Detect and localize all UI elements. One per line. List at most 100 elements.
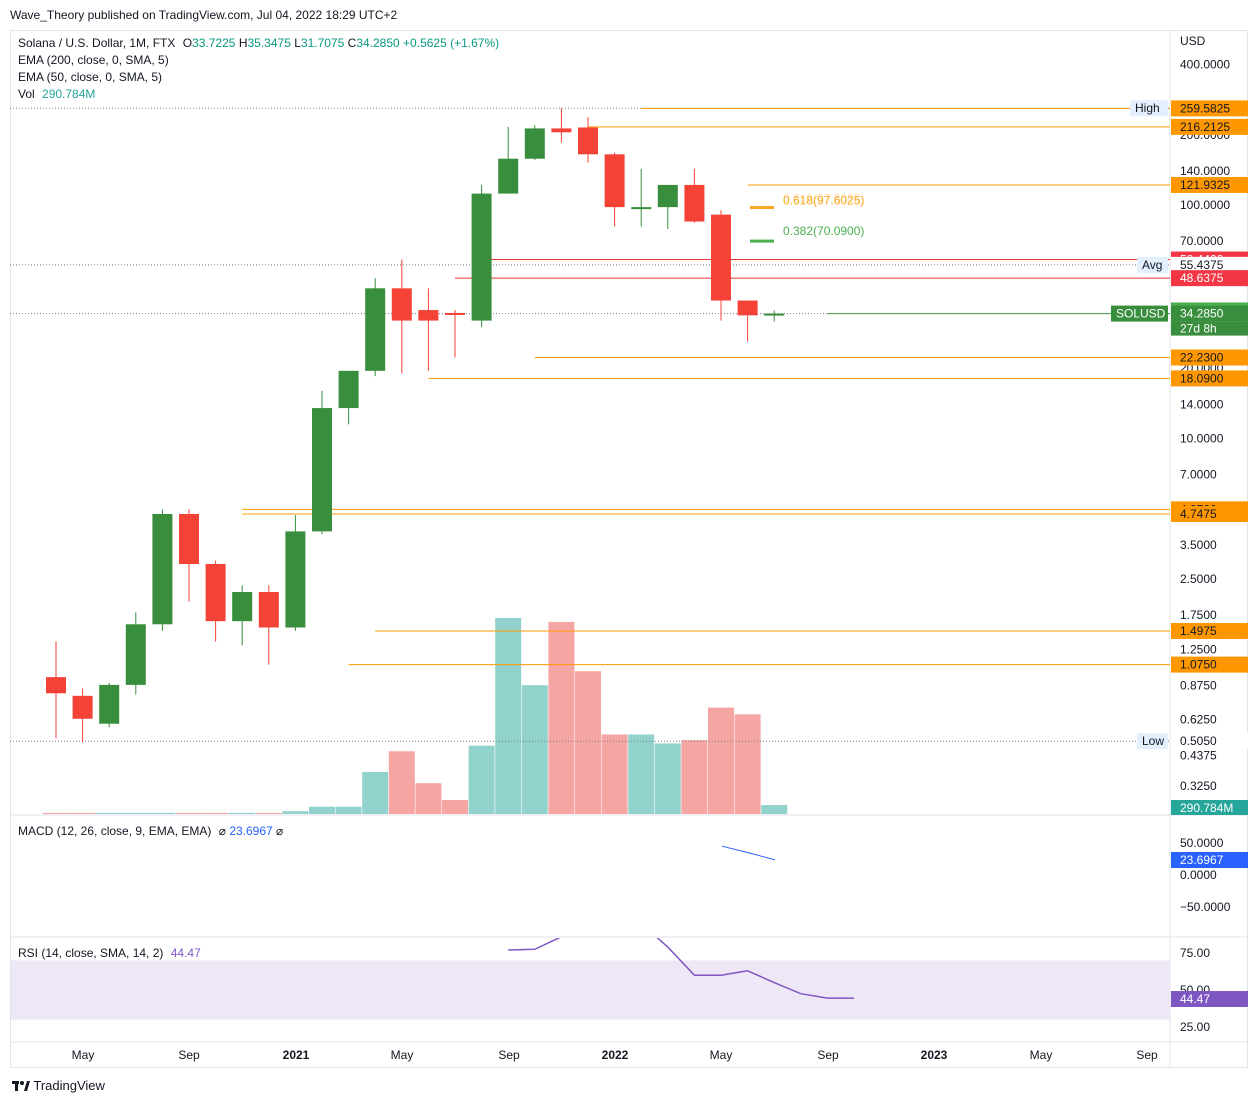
volume-bar	[708, 707, 734, 814]
tag-label: Avg	[1142, 258, 1162, 272]
candle-body	[445, 312, 465, 315]
x-axis-tick: May	[72, 1048, 95, 1062]
tag-bg	[1137, 733, 1168, 750]
price-label-bg	[1171, 118, 1248, 135]
currency-label: USD	[1180, 34, 1206, 48]
macd-axis-label: 23.6967	[1180, 853, 1224, 867]
candle-body	[99, 684, 120, 724]
ohlc-high-label: H	[238, 36, 248, 50]
price-label: 1.4975	[1180, 624, 1217, 638]
candle-body	[125, 624, 146, 685]
volume-bar	[442, 800, 468, 814]
rsi-band	[11, 960, 1170, 1020]
ohlc-change: +0.5625 (+1.67%)	[403, 36, 500, 50]
price-label-bg	[1171, 370, 1248, 387]
rsi-line	[508, 938, 855, 999]
volume-bar	[495, 618, 522, 814]
macd-sym2: ⌀	[276, 824, 284, 838]
candle-body	[205, 563, 226, 622]
macd-axis-tick: 50.0000	[1180, 836, 1224, 850]
volume-bar	[309, 806, 335, 814]
volume-bar	[43, 812, 69, 814]
y-axis-tick: 0.8750	[1180, 678, 1217, 692]
x-axis-tick: May	[710, 1048, 733, 1062]
volume-bar	[521, 685, 548, 814]
x-axis-tick: Sep	[817, 1048, 839, 1062]
volume-axis-label-bg	[1171, 800, 1248, 815]
tag-label: High	[1135, 101, 1160, 115]
volume-bar	[654, 743, 681, 814]
volume-bar	[734, 714, 761, 814]
rsi-legend: RSI (14, close, SMA, 14, 2) 44.47	[18, 946, 201, 960]
macd-axis-tick: −50.0000	[1180, 900, 1231, 914]
volume-bar	[282, 811, 309, 814]
price-label-bg	[1171, 622, 1248, 639]
macd-value: 23.6967	[229, 824, 273, 838]
volume-bar	[96, 812, 123, 814]
candle-body	[711, 214, 731, 301]
price-label: 22.2300	[1180, 351, 1224, 365]
macd-line	[721, 845, 776, 861]
countdown-bg	[1171, 321, 1248, 336]
ohlc-close: 34.2850	[356, 36, 400, 50]
y-axis-tick: 70.0000	[1180, 234, 1224, 248]
macd-axis-tick: 0.0000	[1180, 868, 1217, 882]
ohlc-low: 31.7075	[300, 36, 345, 50]
price-label-bg	[1171, 176, 1248, 193]
candle-body	[365, 288, 386, 371]
rsi-axis-tick: 75.00	[1180, 946, 1210, 960]
candle-body	[471, 193, 492, 321]
volume-value: 290.784M	[42, 87, 96, 101]
candle-body	[152, 513, 173, 625]
volume-bar	[176, 812, 202, 814]
y-axis-tick: 3.5000	[1180, 538, 1217, 552]
candle-body	[312, 408, 332, 532]
y-axis-tick: 100.0000	[1180, 198, 1230, 212]
x-axis-tick: Sep	[1136, 1048, 1158, 1062]
price-label: 1.0750	[1180, 658, 1217, 672]
price-label-bg	[1171, 256, 1248, 273]
price-label: 34.2850	[1180, 307, 1224, 321]
volume-legend: Vol 290.784M	[18, 87, 95, 101]
price-label: 18.0900	[1180, 371, 1224, 385]
candle-body	[684, 184, 705, 222]
y-axis-tick: 0.3250	[1180, 779, 1217, 793]
ohlc-open-label: O	[182, 36, 193, 50]
publisher-line: Wave_Theory published on TradingView.com…	[10, 8, 398, 22]
macd-sym1: ⌀	[218, 824, 226, 838]
price-label-bg	[1171, 305, 1248, 322]
ohlc-close-label: C	[347, 36, 357, 50]
candle-body	[524, 128, 545, 159]
fib-label: 0.618(97.6025)	[783, 194, 864, 208]
candle-body	[551, 128, 572, 133]
tag-label: SOLUSD	[1116, 307, 1166, 321]
tag-bg	[1137, 256, 1168, 273]
volume-bar	[335, 806, 362, 814]
y-axis-tick: 400.0000	[1180, 58, 1230, 72]
volume-label: Vol	[18, 87, 35, 101]
price-label-bg	[1171, 270, 1248, 287]
x-axis-tick: 2023	[921, 1048, 948, 1062]
ohlc-low-label: L	[294, 36, 301, 50]
candle-body	[737, 300, 758, 316]
price-label-bg	[1171, 349, 1248, 366]
volume-bar	[362, 772, 389, 814]
candle-body	[604, 154, 625, 208]
tradingview-logo[interactable]: TradingView	[12, 1078, 105, 1093]
candle-body	[179, 513, 199, 564]
volume-bar	[202, 812, 229, 814]
ema200-legend: EMA (200, close, 0, SMA, 5)	[18, 53, 169, 67]
price-label: 121.9325	[1180, 178, 1230, 192]
volume-bar	[548, 621, 575, 814]
x-axis-tick: 2021	[283, 1048, 310, 1062]
candle-body	[418, 310, 439, 321]
volume-bar	[415, 783, 442, 814]
price-label: 0.5050	[1180, 734, 1217, 748]
x-axis-tick: Sep	[498, 1048, 520, 1062]
candle-body	[631, 207, 652, 210]
tag-bg	[1111, 305, 1168, 322]
fib-label-faded: 0.618(97.6025)	[783, 192, 864, 206]
volume-bar	[761, 805, 788, 814]
price-label-bg	[1171, 733, 1248, 750]
